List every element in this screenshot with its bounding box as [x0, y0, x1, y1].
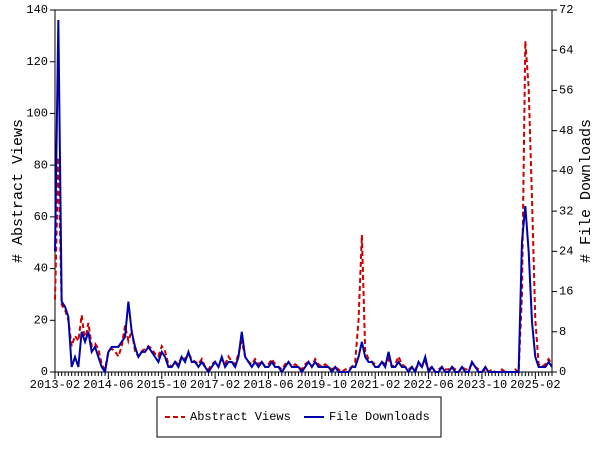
- x-tick-label: 2015-10: [137, 378, 187, 392]
- y2-tick-label: 0: [559, 365, 566, 379]
- x-tick-label: 2017-02: [190, 378, 240, 392]
- y2-tick-label: 8: [559, 325, 566, 339]
- legend-box: [156, 396, 442, 438]
- series-line: [54, 40, 553, 374]
- x-tick-label: 2021-02: [350, 378, 400, 392]
- y-tick-label: 120: [26, 55, 48, 69]
- y2-tick-label: 16: [559, 285, 573, 299]
- y2-tick-label: 40: [559, 164, 573, 178]
- x-tick-label: 2025-02: [510, 378, 560, 392]
- y2-tick-label: 48: [559, 124, 573, 138]
- series-line: [54, 20, 553, 375]
- y2-tick-label: 56: [559, 84, 573, 98]
- y-tick-label: 80: [34, 158, 48, 172]
- y-tick-label: 140: [26, 3, 48, 17]
- y2-tick-label: 72: [559, 3, 573, 17]
- y2-axis-label: # File Downloads: [578, 119, 595, 263]
- legend-label: Abstract Views: [190, 410, 291, 424]
- x-tick-label: 2013-02: [30, 378, 80, 392]
- legend-label: File Downloads: [329, 410, 430, 424]
- x-tick-label: 2018-06: [243, 378, 293, 392]
- y2-tick-label: 32: [559, 204, 573, 218]
- x-tick-label: 2014-06: [83, 378, 133, 392]
- y2-tick-label: 24: [559, 245, 573, 259]
- x-tick-label: 2022-06: [403, 378, 453, 392]
- y-axis-label: # Abstract Views: [10, 119, 27, 263]
- y-tick-label: 60: [34, 210, 48, 224]
- y-tick-label: 40: [34, 262, 48, 276]
- y-tick-label: 0: [41, 365, 48, 379]
- y-tick-label: 100: [26, 107, 48, 121]
- y2-tick-label: 64: [559, 43, 573, 57]
- x-tick-label: 2023-10: [457, 378, 507, 392]
- x-tick-label: 2019-10: [297, 378, 347, 392]
- y-tick-label: 20: [34, 313, 48, 327]
